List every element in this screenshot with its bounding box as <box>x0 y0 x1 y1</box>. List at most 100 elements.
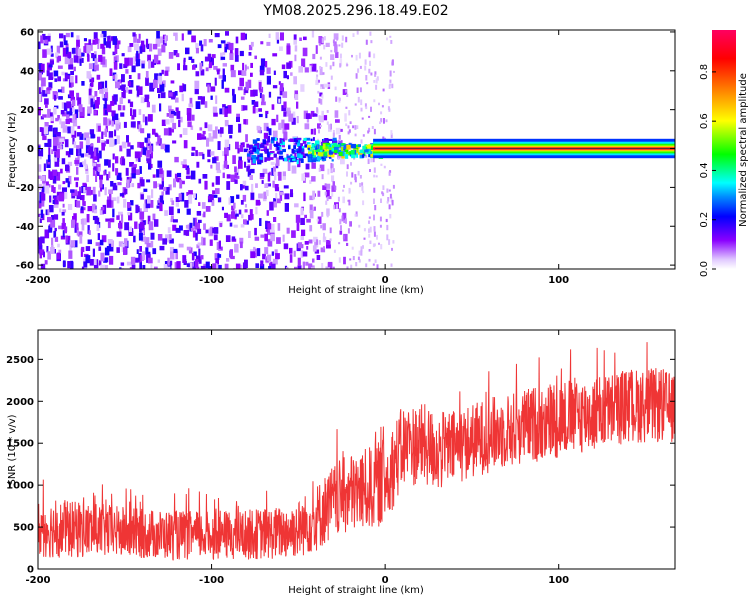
spectrogram-cell <box>61 212 65 216</box>
spectrogram-cell <box>326 121 329 125</box>
spectrogram-cell <box>238 70 242 76</box>
spectrogram-cell <box>195 43 199 49</box>
spectrogram-cell <box>127 212 131 216</box>
spectrogram-cell <box>63 35 66 42</box>
spectrogram-cell <box>313 206 316 211</box>
spectrogram-cell <box>138 33 141 39</box>
spectrogram-cell <box>315 76 318 79</box>
spectrogram-cell <box>333 33 339 40</box>
spectrogram-cell <box>107 221 111 229</box>
spectrogram-cell <box>239 237 244 244</box>
spectrogram-cell <box>205 67 209 72</box>
spectrogram-cell <box>119 63 123 69</box>
spectrogram-cell <box>183 230 187 236</box>
spectrogram-cell <box>321 174 324 180</box>
spectrogram-cell <box>388 84 391 89</box>
spectrogram-cell <box>318 240 321 245</box>
spectrogram-cell <box>175 250 178 260</box>
spectrogram-cell <box>347 125 350 129</box>
y-tick-label: 20 <box>20 105 34 116</box>
spectrogram-cell <box>70 96 75 101</box>
spectrogram-cell <box>98 190 101 197</box>
spectrogram-cell <box>347 131 350 135</box>
spectrogram-cell <box>296 138 300 144</box>
spectrogram-cell <box>175 35 178 41</box>
spectrogram-cell <box>236 194 240 199</box>
spectrogram-cell <box>304 153 309 156</box>
spectrogram-cell <box>259 65 265 72</box>
spectrogram-cell <box>194 193 197 200</box>
spectrogram-cell <box>116 247 120 253</box>
spectrogram-cell <box>382 136 385 141</box>
spectrogram-cell <box>279 87 284 96</box>
spectrogram-cell <box>334 185 337 191</box>
spectrogram-cell <box>259 92 262 99</box>
spectrogram-cell <box>53 143 57 152</box>
spectrogram-cell <box>284 157 288 162</box>
spectrogram-cell <box>159 168 163 175</box>
spectrogram-cell <box>194 227 199 236</box>
spectrogram-cell <box>221 79 224 89</box>
spectrogram-cell <box>53 230 57 238</box>
spectrogram-cell <box>195 150 198 157</box>
spectrogram-cell <box>165 187 170 195</box>
spectrogram-cell <box>120 262 125 266</box>
spectrogram-cell <box>207 149 211 157</box>
spectrogram-cell <box>345 218 347 224</box>
spectrogram-cell <box>69 90 74 97</box>
spectrogram-cell <box>265 157 271 161</box>
spectrogram-cell <box>109 138 114 147</box>
spectrogram-cell <box>336 203 338 209</box>
spectrogram-cell <box>56 195 61 201</box>
spectrogram-cell <box>115 156 119 164</box>
spectrogram-cell <box>247 79 252 89</box>
spectrogram-cell <box>311 159 316 169</box>
spectrogram-cell <box>368 68 371 74</box>
spectrogram-cell <box>112 208 115 218</box>
spectrogram-cell <box>106 104 112 113</box>
spectrogram-cell <box>38 87 42 94</box>
spectrogram-cell <box>317 90 320 94</box>
spectrogram-cell <box>248 231 251 238</box>
spectrogram-cell <box>294 92 299 100</box>
spectrogram-cell <box>94 58 98 66</box>
spectrogram-cell <box>53 203 59 208</box>
spectrogram-cell <box>126 179 130 189</box>
spectrogram-cell <box>360 139 363 144</box>
spectrogram-cell <box>63 102 68 112</box>
spectrogram-cell <box>187 121 192 128</box>
spectrogram-cell <box>187 108 192 115</box>
spectrogram-cell <box>210 194 214 201</box>
spectrogram-cell <box>97 155 100 163</box>
spectrogram-cell <box>173 50 178 56</box>
spectrogram-cell <box>297 257 301 267</box>
spectrogram-cell <box>118 241 124 247</box>
spectrogram-cell <box>234 55 239 62</box>
spectrogram-cell <box>156 60 161 65</box>
spectrogram-cell <box>289 247 293 254</box>
spectrogram-cell <box>40 63 45 73</box>
spectrogram-cell <box>250 41 254 47</box>
spectrogram-cell <box>136 59 141 67</box>
spectrogram-cell <box>303 36 307 41</box>
spectrogram-cell <box>174 91 178 96</box>
spectrogram-cell <box>249 175 253 180</box>
spectrogram-cell <box>100 264 105 269</box>
spectrogram-cell <box>379 121 381 124</box>
spectrogram-cell <box>376 264 379 269</box>
spectrogram-cell <box>322 236 327 243</box>
spectrogram-cell <box>149 145 153 153</box>
spectrogram-cell <box>260 234 265 238</box>
spectrogram-cell <box>343 219 346 223</box>
spectrogram-cell <box>114 74 118 83</box>
spectrogram-cell <box>112 197 117 201</box>
spectrogram-cell <box>352 256 355 261</box>
spectrogram-cell <box>329 227 332 234</box>
spectrogram-cell <box>373 174 376 178</box>
spectrogram-cell <box>364 103 367 108</box>
spectrogram-cell <box>96 74 101 80</box>
spectrogram-cell <box>314 249 320 254</box>
spectrogram-cell <box>359 182 362 188</box>
snr-data <box>38 342 675 561</box>
spectrogram-cell <box>57 76 61 82</box>
